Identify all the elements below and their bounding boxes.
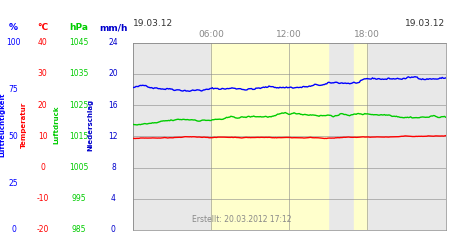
- Text: 50: 50: [9, 132, 18, 141]
- Text: 12: 12: [108, 132, 118, 141]
- Text: %: %: [9, 24, 18, 32]
- Text: 40: 40: [38, 38, 48, 47]
- Text: 19.03.12: 19.03.12: [133, 18, 173, 28]
- Text: Erstellt: 20.03.2012 17:12: Erstellt: 20.03.2012 17:12: [193, 215, 292, 224]
- Text: -10: -10: [36, 194, 49, 203]
- Text: 100: 100: [6, 38, 21, 47]
- Text: 20: 20: [108, 69, 118, 78]
- Text: 0: 0: [111, 226, 116, 234]
- Text: 1045: 1045: [69, 38, 89, 47]
- Text: mm/h: mm/h: [99, 24, 128, 32]
- Text: 0: 0: [11, 226, 16, 234]
- Text: 1015: 1015: [69, 132, 88, 141]
- Text: -20: -20: [36, 226, 49, 234]
- Text: 75: 75: [9, 85, 18, 94]
- Text: 1025: 1025: [69, 100, 88, 110]
- Text: 1005: 1005: [69, 163, 89, 172]
- Text: °C: °C: [37, 24, 48, 32]
- Text: Luftfeuchtigkeit: Luftfeuchtigkeit: [0, 93, 5, 157]
- Bar: [354, 42, 367, 230]
- Text: 25: 25: [9, 178, 18, 188]
- Text: 12:00: 12:00: [276, 30, 302, 39]
- Text: 985: 985: [72, 226, 86, 234]
- Text: 20: 20: [38, 100, 48, 110]
- Text: 16: 16: [108, 100, 118, 110]
- Text: 19.03.12: 19.03.12: [405, 18, 446, 28]
- Text: hPa: hPa: [69, 24, 88, 32]
- Text: 4: 4: [111, 194, 116, 203]
- Text: 1035: 1035: [69, 69, 89, 78]
- Text: Niederschlag: Niederschlag: [87, 99, 93, 151]
- Text: Luftdruck: Luftdruck: [53, 106, 59, 144]
- Text: 0: 0: [40, 163, 45, 172]
- Text: 10: 10: [38, 132, 48, 141]
- Text: 995: 995: [72, 194, 86, 203]
- Text: 06:00: 06:00: [198, 30, 224, 39]
- Bar: [211, 42, 328, 230]
- Text: 30: 30: [38, 69, 48, 78]
- Text: 18:00: 18:00: [355, 30, 380, 39]
- Text: 24: 24: [108, 38, 118, 47]
- Text: 8: 8: [111, 163, 116, 172]
- Text: Temperatur: Temperatur: [20, 102, 27, 148]
